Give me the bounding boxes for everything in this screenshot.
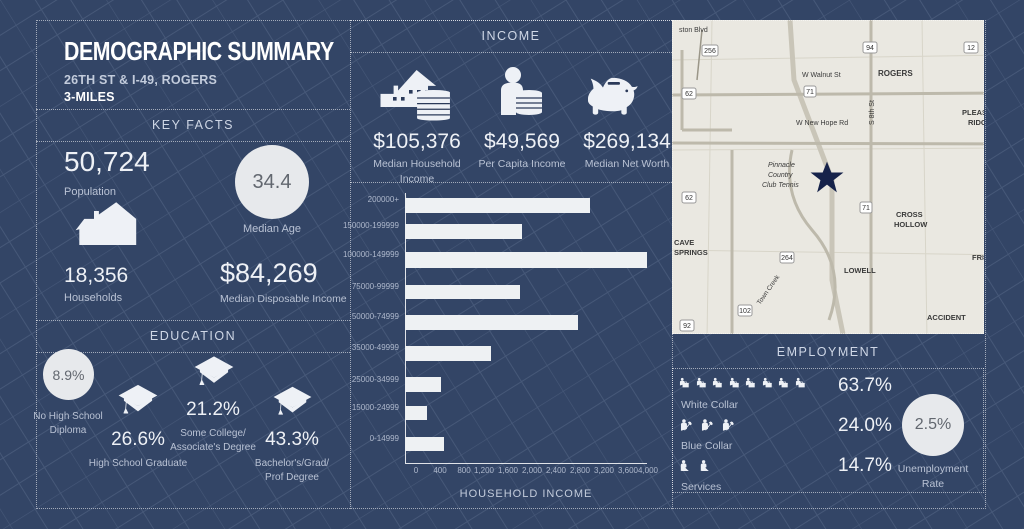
svg-text:12: 12 xyxy=(967,45,975,52)
svg-text:Club Tennis: Club Tennis xyxy=(762,182,799,189)
svg-text:CROSS: CROSS xyxy=(896,210,923,219)
svg-text:102: 102 xyxy=(739,308,751,315)
svg-text:62: 62 xyxy=(685,195,693,202)
svg-text:ston Blvd: ston Blvd xyxy=(679,27,708,34)
svg-text:FRISCO: FRISCO xyxy=(972,253,984,262)
svg-text:ACCIDENT: ACCIDENT xyxy=(927,313,966,322)
svg-text:W Walnut St: W Walnut St xyxy=(802,72,841,79)
svg-text:94: 94 xyxy=(866,45,874,52)
svg-text:62: 62 xyxy=(685,91,693,98)
svg-text:Country: Country xyxy=(768,172,793,179)
svg-text:HOLLOW: HOLLOW xyxy=(894,220,928,229)
svg-text:W New Hope Rd: W New Hope Rd xyxy=(796,120,848,127)
svg-text:Pinnacle: Pinnacle xyxy=(768,162,795,169)
svg-text:CAVE: CAVE xyxy=(674,238,694,247)
svg-text:256: 256 xyxy=(704,48,716,55)
svg-text:S 8th St: S 8th St xyxy=(869,100,876,125)
svg-text:71: 71 xyxy=(806,89,814,96)
svg-text:71: 71 xyxy=(862,205,870,212)
svg-text:264: 264 xyxy=(781,255,793,262)
svg-text:SPRINGS: SPRINGS xyxy=(674,248,708,257)
svg-text:92: 92 xyxy=(683,323,691,330)
svg-text:PLEASAN: PLEASAN xyxy=(962,108,984,117)
svg-text:ROGERS: ROGERS xyxy=(878,69,913,78)
svg-text:LOWELL: LOWELL xyxy=(844,266,876,275)
svg-text:RIDGE: RIDGE xyxy=(968,118,984,127)
